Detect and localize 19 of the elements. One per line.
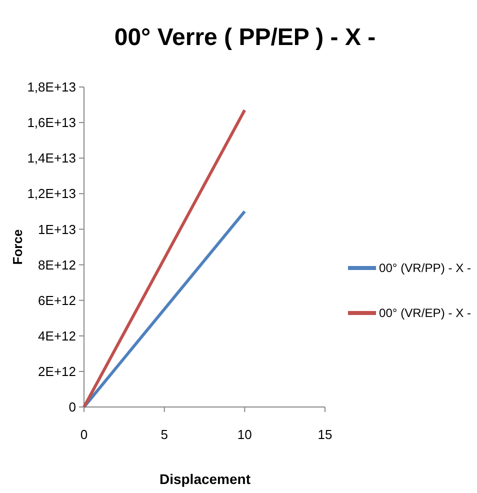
x-axis-title: Displacement bbox=[159, 471, 251, 487]
x-tick-label: 15 bbox=[318, 427, 332, 442]
chart-title: 00° Verre ( PP/EP ) - X - bbox=[114, 24, 376, 51]
y-tick-label: 1,8E+13 bbox=[27, 80, 76, 95]
y-tick-label: 8E+12 bbox=[38, 257, 76, 272]
y-tick-label: 0 bbox=[68, 400, 76, 415]
y-tick-label: 1,4E+13 bbox=[27, 150, 76, 166]
y-tick-label: 6E+12 bbox=[38, 292, 76, 308]
y-tick-label: 1,2E+13 bbox=[27, 186, 76, 202]
y-tick-label: 4E+12 bbox=[38, 328, 76, 344]
y-tick-label: 1E+13 bbox=[38, 222, 76, 237]
legend-label: 00° (VR/PP) - X - bbox=[379, 261, 471, 276]
x-tick-label: 0 bbox=[80, 427, 88, 442]
y-axis-title: Force bbox=[10, 229, 25, 265]
y-tick-label: 2E+12 bbox=[38, 364, 76, 379]
y-tick-label: 1,6E+13 bbox=[27, 115, 76, 130]
legend-label: 00° (VR/EP) - X - bbox=[379, 306, 471, 320]
x-tick-label: 10 bbox=[237, 427, 252, 442]
x-tick-label: 5 bbox=[160, 427, 168, 442]
